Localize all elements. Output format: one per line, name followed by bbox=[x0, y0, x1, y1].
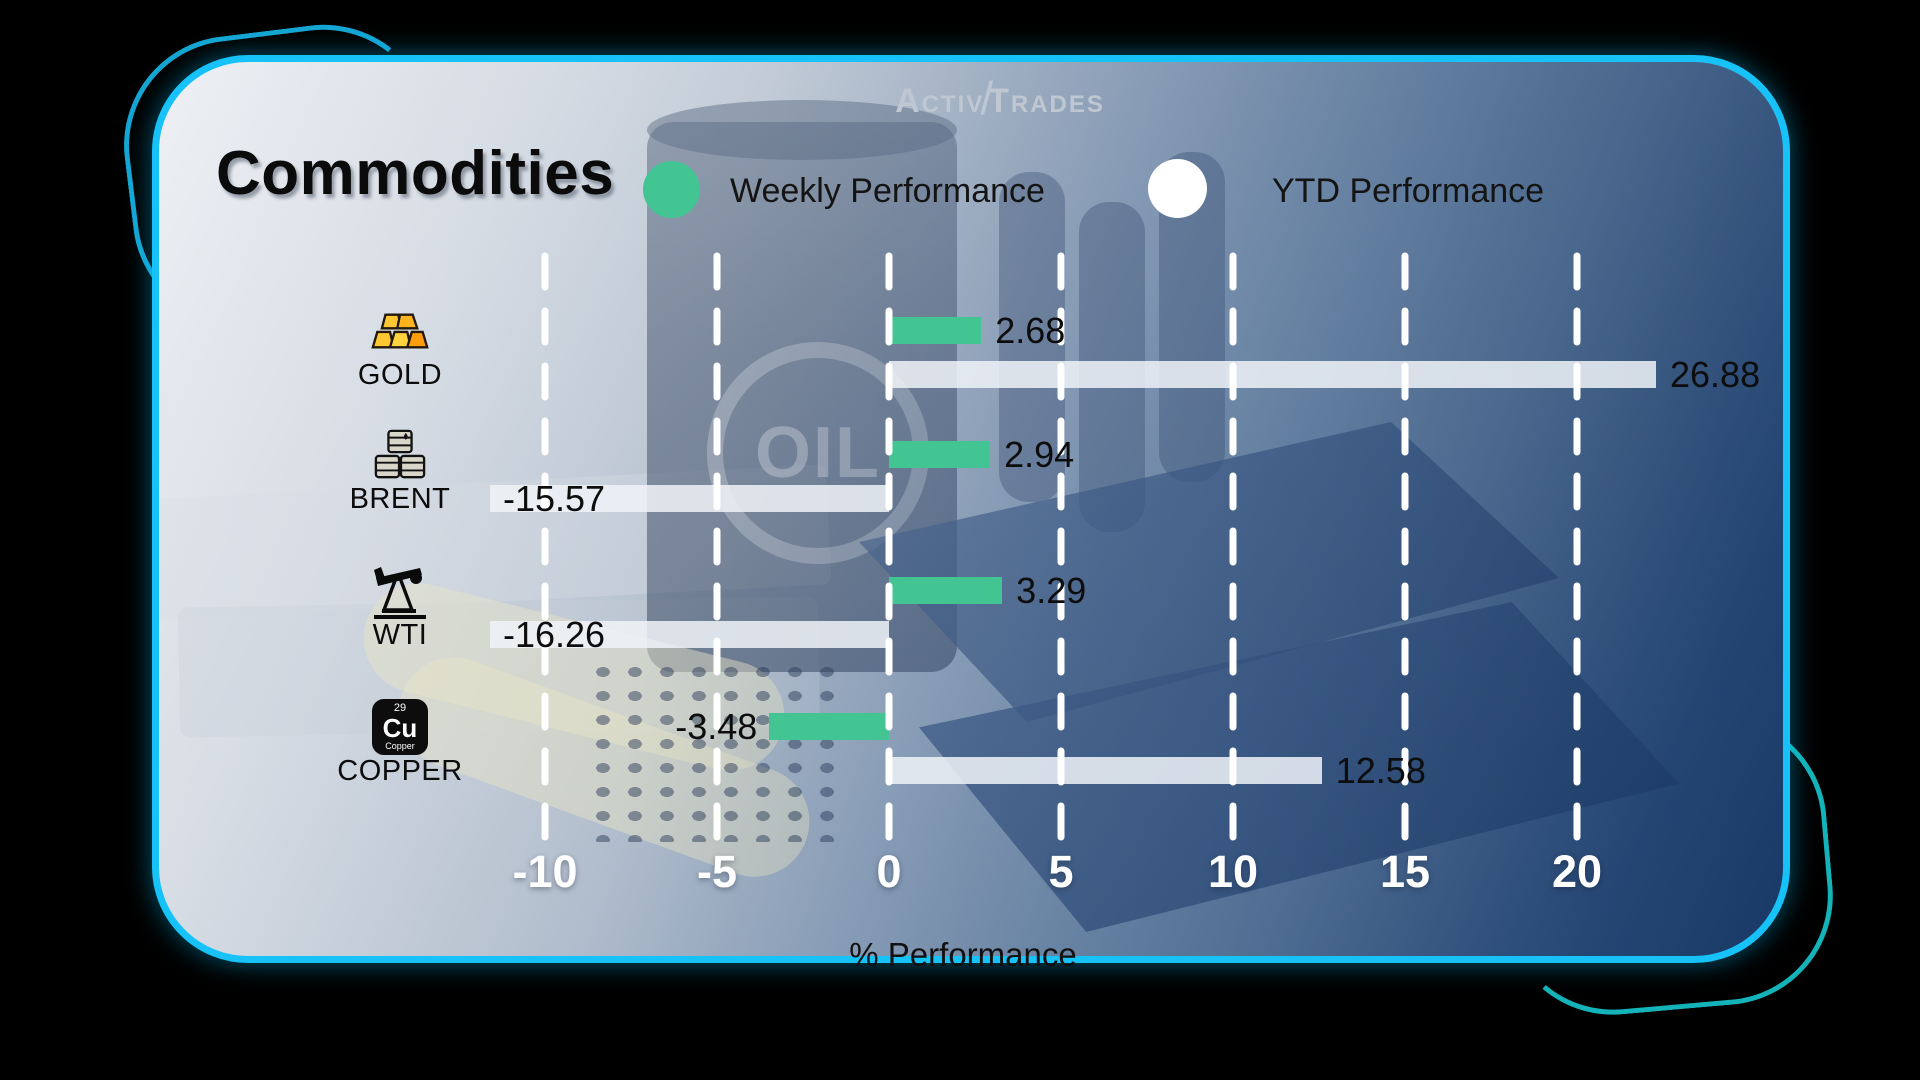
ytd-legend-dot bbox=[1148, 159, 1207, 218]
blue-overlay bbox=[159, 62, 1783, 956]
element-name: Copper bbox=[385, 740, 415, 751]
copper-element-icon: 29 Cu Copper bbox=[372, 698, 428, 755]
infographic-card: OIL bbox=[152, 55, 1790, 963]
x-tick-label: 10 bbox=[1207, 846, 1259, 897]
atomic-number: 29 bbox=[393, 701, 407, 714]
bar-value-label: 12.58 bbox=[1335, 750, 1426, 791]
category-icon: 29 Cu Copper bbox=[371, 698, 429, 756]
x-tick-label: 20 bbox=[1551, 846, 1603, 897]
category-label: WTI bbox=[372, 619, 428, 651]
element-symbol: Cu bbox=[382, 712, 418, 743]
category-icon bbox=[371, 302, 429, 360]
weekly-bar bbox=[889, 317, 982, 344]
weekly-bar bbox=[769, 713, 889, 740]
logo-text-left: Activ bbox=[895, 82, 985, 120]
pumpjack-icon bbox=[374, 566, 426, 619]
category-label: BRENT bbox=[349, 483, 451, 515]
bar-value-label: -3.48 bbox=[675, 706, 758, 747]
x-tick-label: 0 bbox=[876, 846, 902, 897]
weekly-legend-dot bbox=[643, 161, 700, 218]
bar-value-label: 3.29 bbox=[1016, 570, 1087, 611]
weekly-bar bbox=[889, 577, 1003, 604]
weekly-bar bbox=[889, 441, 991, 468]
weekly-legend-label: Weekly Performance bbox=[730, 172, 1045, 210]
category-icon bbox=[371, 426, 429, 484]
ytd-bar bbox=[490, 621, 889, 648]
bar-value-label: -16.26 bbox=[503, 614, 606, 655]
x-tick-label: -10 bbox=[512, 846, 578, 897]
oil-barrels-icon bbox=[374, 429, 426, 478]
x-tick-label: -5 bbox=[696, 846, 738, 897]
ytd-bar bbox=[889, 361, 1656, 388]
x-tick-label: 5 bbox=[1048, 846, 1074, 897]
logo-text-right: Trades bbox=[988, 82, 1105, 120]
bar-value-label: -15.57 bbox=[503, 478, 606, 519]
ytd-bar bbox=[889, 757, 1322, 784]
category-label: COPPER bbox=[337, 755, 463, 787]
x-tick-label: 15 bbox=[1379, 846, 1431, 897]
ytd-bar bbox=[490, 485, 889, 512]
gold-bars-icon bbox=[371, 313, 429, 348]
bar-value-label: 2.68 bbox=[995, 310, 1066, 351]
bar-value-label: 26.88 bbox=[1670, 354, 1761, 395]
x-axis-title: % Performance bbox=[849, 936, 1077, 973]
ytd-legend-label: YTD Performance bbox=[1272, 172, 1545, 210]
category-icon bbox=[371, 562, 429, 620]
category-label: GOLD bbox=[357, 359, 443, 391]
activtrades-logo: Activ/Trades bbox=[895, 72, 1105, 124]
page-title: Commodities bbox=[216, 139, 615, 208]
bar-value-label: 2.94 bbox=[1004, 434, 1075, 475]
